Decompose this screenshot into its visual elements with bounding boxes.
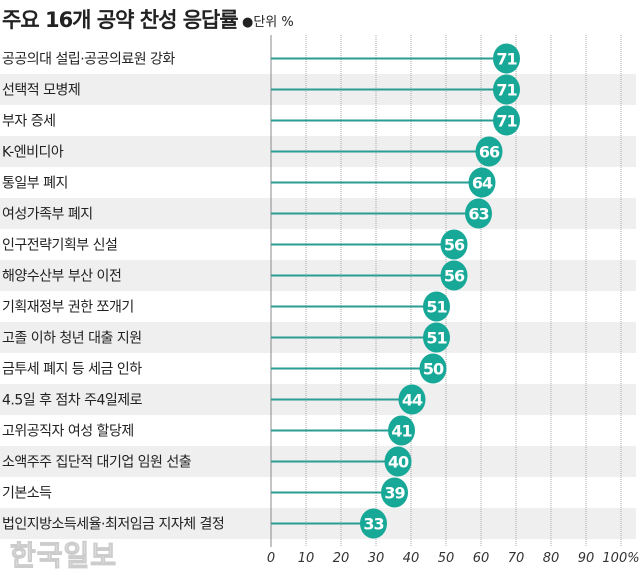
x-tick-label: 70 xyxy=(508,551,525,566)
value-label: 71 xyxy=(496,81,517,100)
value-label: 40 xyxy=(388,453,409,472)
value-marker xyxy=(384,446,412,477)
category-label: 해양수산부 부산 이전 xyxy=(2,269,121,285)
value-marker xyxy=(423,322,450,353)
value-marker xyxy=(360,508,387,539)
value-label: 56 xyxy=(444,236,465,255)
category-label: 인구전략기획부 신설 xyxy=(2,238,117,254)
category-label: 통일부 폐지 xyxy=(2,176,68,192)
category-label: 금투세 폐지 등 세금 인하 xyxy=(2,362,142,378)
value-marker xyxy=(493,43,520,74)
x-tick-label: 90 xyxy=(578,551,595,566)
category-label: 여성가족부 폐지 xyxy=(2,207,93,223)
unit-label: ●단위 % xyxy=(242,15,294,30)
x-tick-label: 30 xyxy=(368,551,385,566)
value-label: 39 xyxy=(384,484,405,503)
category-label: 고위공직자 여성 할당제 xyxy=(2,424,134,440)
value-marker xyxy=(475,136,503,167)
value-marker xyxy=(398,384,426,415)
value-marker xyxy=(440,229,468,260)
category-label: 법인지방소득세율·최저임금 지자체 결정 xyxy=(2,517,224,533)
x-tick-label: 50 xyxy=(438,551,455,566)
category-label: 선택적 모병제 xyxy=(2,83,80,99)
value-label: 63 xyxy=(468,205,488,224)
category-label: K-엔비디아 xyxy=(2,145,64,161)
category-label: 기획재정부 권한 쪼개기 xyxy=(2,300,134,316)
value-label: 44 xyxy=(402,391,423,410)
value-label: 64 xyxy=(472,174,493,193)
x-tick-label: 0 xyxy=(267,551,275,566)
value-marker xyxy=(468,167,496,198)
category-label: 기본소득 xyxy=(2,486,52,502)
category-label: 공공의대 설립·공공의료원 강화 xyxy=(2,52,175,68)
value-marker xyxy=(493,105,520,136)
value-label: 41 xyxy=(391,422,412,441)
x-tick-label: 10 xyxy=(298,551,315,566)
value-label: 71 xyxy=(496,112,517,131)
value-label: 71 xyxy=(496,50,517,69)
value-label: 51 xyxy=(426,298,447,317)
value-label: 50 xyxy=(423,360,444,379)
value-label: 66 xyxy=(479,143,500,162)
value-marker xyxy=(423,291,450,322)
value-marker xyxy=(465,198,492,229)
value-label: 51 xyxy=(426,329,447,348)
value-marker xyxy=(381,477,408,508)
value-marker xyxy=(388,415,415,446)
x-tick-label: 100% xyxy=(602,551,639,566)
x-tick-label: 60 xyxy=(473,551,490,566)
chart-title: 주요 16개 공약 찬성 응답률 xyxy=(2,8,239,32)
value-marker xyxy=(493,74,520,105)
watermark-logo: 한국일보 xyxy=(9,539,118,573)
category-label: 4.5일 후 점차 주4일제로 xyxy=(2,393,143,409)
x-tick-label: 20 xyxy=(333,551,350,566)
value-label: 33 xyxy=(363,515,383,534)
value-marker xyxy=(419,353,447,384)
value-label: 56 xyxy=(444,267,465,286)
category-label: 고졸 이하 청년 대출 지원 xyxy=(2,331,142,347)
x-tick-label: 40 xyxy=(403,551,420,566)
category-label: 소액주주 집단적 대기업 임원 선출 xyxy=(2,455,192,471)
category-label: 부자 증세 xyxy=(2,114,55,130)
value-marker xyxy=(440,260,468,291)
x-tick-label: 80 xyxy=(543,551,560,566)
